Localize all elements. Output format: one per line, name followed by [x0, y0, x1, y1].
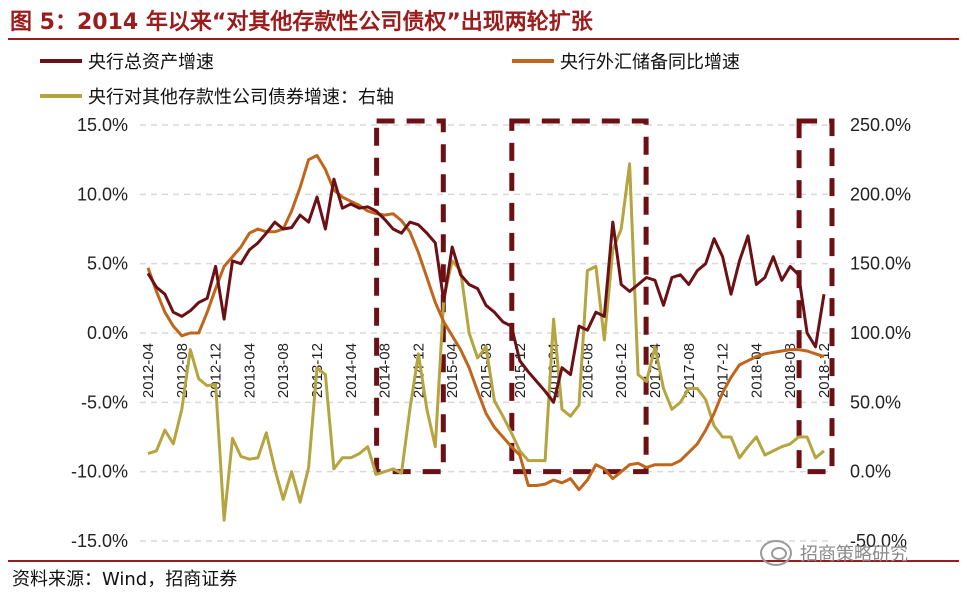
- x-tick-label: 2012-04: [140, 343, 157, 398]
- x-tick-label: 2014-08: [377, 343, 394, 398]
- legend-item-total-assets: 央行总资产增速: [40, 48, 214, 74]
- series-line-claims-other: [147, 162, 825, 522]
- left-y-axis: 15.0% 10.0% 5.0% 0.0% -5.0% -10.0% -15.0%: [71, 115, 128, 551]
- series-line-total-assets: [146, 177, 826, 404]
- left-tick-label: 5.0%: [87, 254, 128, 274]
- footer-rule: [8, 560, 959, 562]
- right-tick-label: 250.0%: [850, 115, 911, 135]
- gridlines: [140, 124, 832, 542]
- x-tick-label: 2013-08: [275, 343, 292, 398]
- watermark: 招商策略研究: [760, 540, 908, 566]
- legend-label-fx-reserve: 央行外汇储备同比增速: [560, 52, 740, 73]
- x-tick-label: 2015-04: [444, 343, 461, 398]
- legend-item-fx-reserve: 央行外汇储备同比增速: [512, 48, 740, 74]
- wechat-icon: [760, 540, 792, 566]
- x-tick-label: 2014-04: [343, 343, 360, 398]
- title-rule: [8, 38, 959, 40]
- legend-label-claims-other: 央行对其他存款性公司债券增速：右轴: [88, 87, 394, 108]
- watermark-text: 招商策略研究: [800, 544, 908, 565]
- x-tick-label: 2016-12: [613, 343, 630, 398]
- legend-item-claims-other: 央行对其他存款性公司债券增速：右轴: [40, 83, 394, 109]
- chart-title: 图 5：2014 年以来“对其他存款性公司债权”出现两轮扩张: [10, 10, 593, 35]
- right-tick-label: -50.0%: [850, 531, 907, 551]
- right-tick-label: 50.0%: [850, 392, 901, 412]
- series-line-fx-reserve: [146, 154, 825, 492]
- legend-swatch-claims-other: [40, 94, 82, 98]
- left-tick-label: 0.0%: [87, 323, 128, 343]
- highlight-box: [509, 118, 649, 475]
- highlight-box: [796, 118, 835, 475]
- source-note: 资料来源：Wind，招商证券: [12, 569, 238, 590]
- x-tick-label: 2016-08: [579, 343, 596, 398]
- left-tick-label: 10.0%: [77, 184, 128, 204]
- x-tick-label: 2018-04: [748, 343, 765, 398]
- left-tick-label: -10.0%: [71, 462, 128, 482]
- right-tick-label: 150.0%: [850, 254, 911, 274]
- left-tick-label: 15.0%: [77, 115, 128, 135]
- right-tick-label: 0.0%: [850, 462, 891, 482]
- x-tick-label: 2013-04: [241, 343, 258, 398]
- legend-swatch-total-assets: [40, 59, 82, 63]
- right-tick-label: 200.0%: [850, 184, 911, 204]
- x-tick-label: 2017-08: [681, 343, 698, 398]
- right-y-axis: 250.0% 200.0% 150.0% 100.0% 50.0% 0.0% -50.0%: [850, 115, 911, 551]
- series-lines: [146, 154, 826, 522]
- left-tick-label: -5.0%: [81, 392, 128, 412]
- right-tick-label: 100.0%: [850, 323, 911, 343]
- legend-swatch-fx-reserve: [512, 59, 554, 63]
- legend-label-total-assets: 央行总资产增速: [88, 52, 214, 73]
- x-tick-label: 2015-12: [512, 343, 529, 398]
- x-tick-label: 2018-08: [782, 343, 799, 398]
- left-tick-label: -15.0%: [71, 531, 128, 551]
